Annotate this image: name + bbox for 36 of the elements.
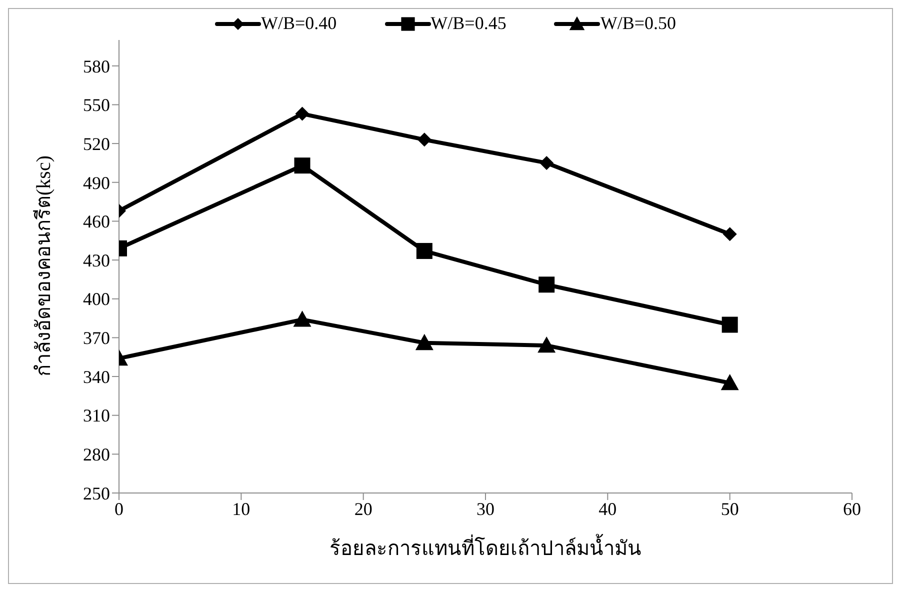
x-tick-label: 0 xyxy=(114,498,124,519)
point xyxy=(720,374,739,390)
y-tick-label: 520 xyxy=(83,134,110,154)
y-tick-label: 250 xyxy=(83,483,110,504)
point xyxy=(416,242,432,259)
x-tick-label: 50 xyxy=(720,498,739,519)
y-tick-label: 370 xyxy=(83,328,110,348)
y-tick-label: 430 xyxy=(83,250,110,270)
point xyxy=(540,156,554,170)
point xyxy=(417,132,432,147)
y-tick-label: 400 xyxy=(83,289,110,310)
y-tick-label: 550 xyxy=(83,95,110,116)
y-axis-title: กำลังอัดของคอนกรีต(ksc) xyxy=(33,156,56,376)
point xyxy=(295,106,310,121)
point xyxy=(538,276,555,293)
legend-label: W/B=0.45 xyxy=(430,13,506,34)
point xyxy=(293,310,312,327)
point xyxy=(722,316,738,333)
y-tick-label: 310 xyxy=(83,406,110,426)
legend-label: W/B=0.40 xyxy=(261,13,337,34)
x-tick-label: 40 xyxy=(598,498,617,519)
y-tick-label: 280 xyxy=(83,444,110,465)
x-tick-label: 20 xyxy=(354,498,372,519)
y-tick-label: 580 xyxy=(83,56,110,76)
legend-label: W/B=0.50 xyxy=(600,13,676,34)
x-tick-label: 60 xyxy=(843,498,861,519)
point xyxy=(538,336,556,353)
y-tick-label: 340 xyxy=(83,366,110,387)
point xyxy=(294,158,310,174)
x-tick-label: 30 xyxy=(476,498,494,519)
point xyxy=(722,227,737,242)
y-tick-label: 460 xyxy=(83,212,110,232)
point xyxy=(415,334,434,350)
x-axis-title: ร้อยละการแทนที่โดยเถ้าปาล์มน้ำมัน xyxy=(330,534,642,560)
x-tick-label: 10 xyxy=(232,498,250,519)
y-tick-label: 490 xyxy=(83,172,110,193)
